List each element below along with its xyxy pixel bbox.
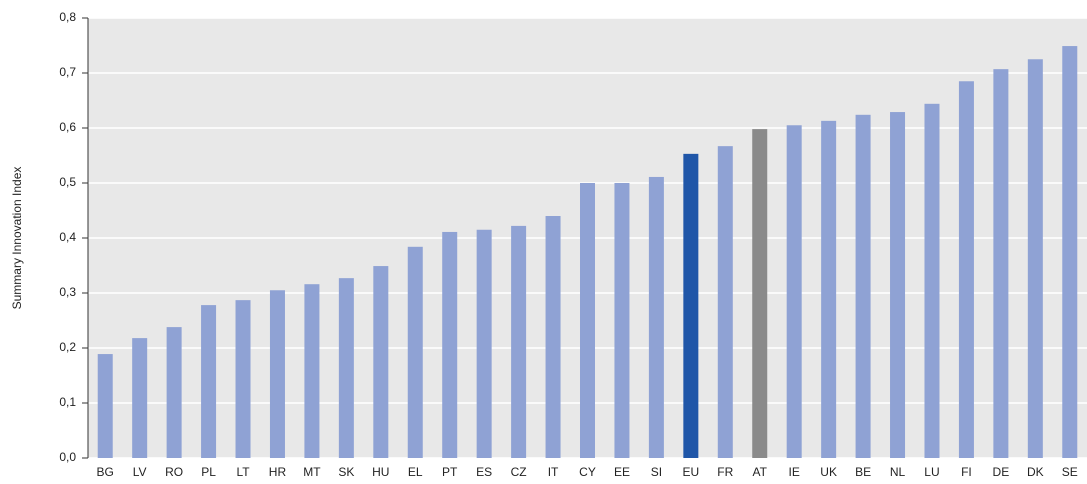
bar bbox=[338, 278, 354, 458]
y-tick-label: 0,4 bbox=[59, 230, 76, 244]
x-tick-label: PT bbox=[442, 465, 458, 479]
bar bbox=[786, 125, 802, 458]
bar bbox=[373, 266, 389, 458]
y-tick-label: 0,5 bbox=[59, 175, 76, 189]
bar bbox=[752, 129, 768, 458]
bar bbox=[132, 338, 148, 458]
bar bbox=[235, 300, 251, 458]
bar bbox=[958, 81, 974, 458]
x-tick-label: CZ bbox=[511, 465, 527, 479]
x-tick-label: SI bbox=[651, 465, 662, 479]
x-tick-label: FR bbox=[717, 465, 733, 479]
x-tick-label: ES bbox=[476, 465, 492, 479]
x-tick-label: AT bbox=[753, 465, 768, 479]
x-tick-label: LT bbox=[236, 465, 250, 479]
x-tick-label: BG bbox=[97, 465, 114, 479]
x-tick-label: EE bbox=[614, 465, 630, 479]
x-tick-label: NL bbox=[890, 465, 906, 479]
x-tick-label: FI bbox=[961, 465, 972, 479]
x-tick-label: MT bbox=[303, 465, 321, 479]
y-tick-label: 0,7 bbox=[59, 65, 76, 79]
y-tick-label: 0,6 bbox=[59, 120, 76, 134]
x-tick-label: DK bbox=[1027, 465, 1044, 479]
x-tick-label: SE bbox=[1062, 465, 1078, 479]
bar bbox=[304, 284, 320, 458]
x-tick-label: IE bbox=[789, 465, 800, 479]
bar bbox=[269, 290, 285, 458]
x-tick-label: LV bbox=[133, 465, 147, 479]
x-tick-label: PL bbox=[201, 465, 216, 479]
bar bbox=[683, 153, 699, 458]
bar bbox=[1027, 59, 1043, 458]
bar bbox=[890, 112, 906, 459]
x-tick-label: UK bbox=[820, 465, 837, 479]
y-tick-label: 0,2 bbox=[59, 340, 76, 354]
bar bbox=[821, 120, 837, 458]
x-tick-label: DE bbox=[993, 465, 1010, 479]
y-tick-label: 0,3 bbox=[59, 285, 76, 299]
bar bbox=[476, 229, 492, 458]
y-tick-label: 0,1 bbox=[59, 395, 76, 409]
x-tick-label: EU bbox=[683, 465, 700, 479]
bar bbox=[580, 183, 595, 458]
bar bbox=[407, 246, 423, 458]
x-tick-label: CY bbox=[579, 465, 596, 479]
bar bbox=[717, 146, 733, 458]
bar bbox=[993, 69, 1009, 459]
bar bbox=[201, 305, 217, 458]
bar bbox=[545, 216, 561, 458]
y-tick-label: 0,8 bbox=[59, 10, 76, 24]
bar bbox=[97, 354, 113, 458]
x-tick-label: RO bbox=[165, 465, 183, 479]
x-tick-label: EL bbox=[408, 465, 423, 479]
bar bbox=[166, 327, 182, 458]
bar bbox=[511, 225, 527, 458]
x-tick-label: BE bbox=[855, 465, 871, 479]
bar bbox=[648, 176, 664, 458]
y-tick-label: 0,0 bbox=[59, 450, 76, 464]
bar bbox=[614, 183, 630, 458]
bar bbox=[855, 114, 871, 459]
x-tick-label: IT bbox=[548, 465, 559, 479]
bar bbox=[442, 231, 458, 458]
x-tick-label: SK bbox=[338, 465, 354, 479]
y-axis-label: Summary Innovation Index bbox=[10, 167, 24, 310]
bar bbox=[1062, 46, 1078, 459]
x-tick-label: LU bbox=[924, 465, 939, 479]
x-tick-label: HU bbox=[372, 465, 389, 479]
bar bbox=[924, 103, 940, 459]
x-tick-label: HR bbox=[269, 465, 287, 479]
